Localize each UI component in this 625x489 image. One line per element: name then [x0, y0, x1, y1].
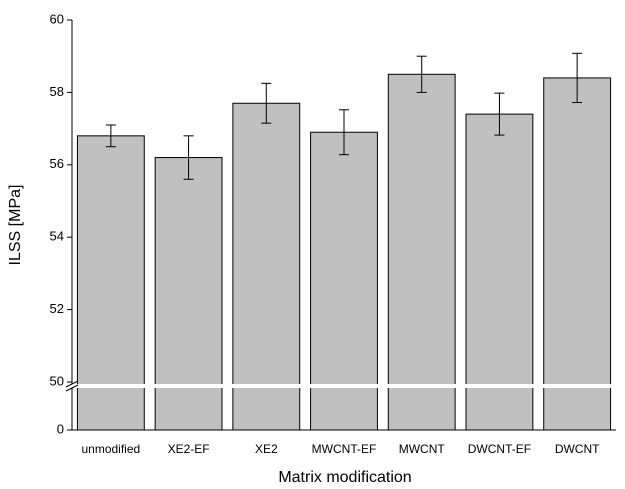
bar	[387, 73, 456, 431]
y-tick-label: 56	[50, 156, 64, 171]
y-axis-title: ILSS [MPa]	[7, 185, 24, 266]
x-tick-label: DWCNT	[555, 442, 600, 456]
x-tick-label: unmodified	[81, 442, 140, 456]
y-tick-label: 50	[50, 373, 64, 388]
bar	[154, 157, 223, 431]
bar	[465, 113, 534, 431]
x-tick-label: XE2-EF	[168, 442, 210, 456]
break-mark	[65, 380, 79, 388]
y-tick-label: 58	[50, 84, 64, 99]
x-tick-label: XE2	[255, 442, 278, 456]
break-mark	[65, 384, 79, 392]
bar	[232, 102, 301, 431]
y-tick-label: 52	[50, 301, 64, 316]
x-tick-label: DWCNT-EF	[468, 442, 531, 456]
bar	[543, 77, 612, 431]
y-tick-label: 60	[50, 11, 64, 26]
x-tick-label: MWCNT-EF	[312, 442, 377, 456]
axis-break	[64, 384, 616, 388]
y-tick-label: 54	[50, 229, 64, 244]
y-tick-label: 0	[57, 421, 64, 436]
x-axis-title: Matrix modification	[278, 469, 411, 486]
bar	[76, 135, 145, 431]
x-tick-label: MWCNT	[399, 442, 446, 456]
